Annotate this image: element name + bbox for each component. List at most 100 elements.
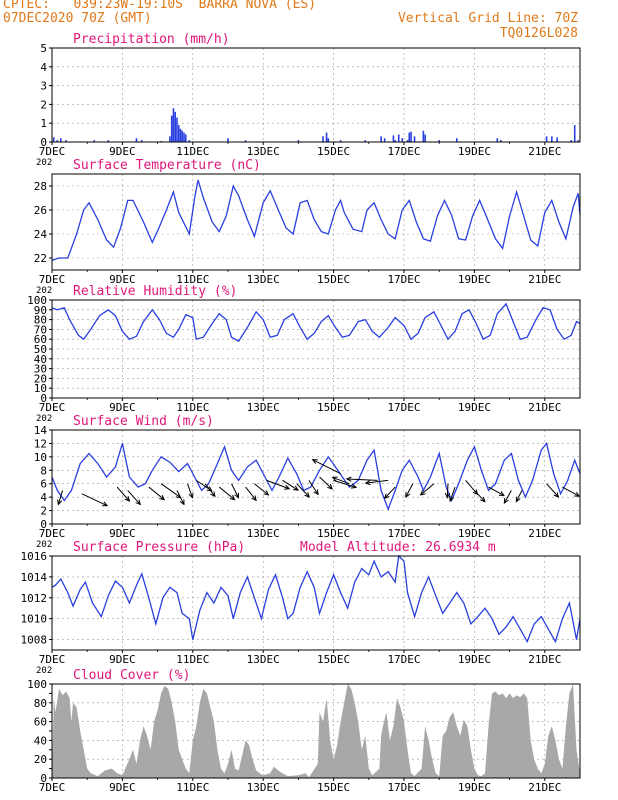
precip-bar [339,140,342,142]
x-tick-label: 15DEC [317,145,350,158]
x-tick-label: 17DEC [387,527,420,540]
panel-title: Precipitation (mm/h) [73,32,230,47]
precip-bar [570,140,572,142]
x-tick-label: 17DEC [387,781,420,794]
x-tick-label: 21DEC [528,527,561,540]
wind-arrow-head [383,493,390,500]
y-tick-label: 1014 [21,571,48,584]
grid-line-note: Vertical Grid Line: 70Z [397,11,578,26]
precip-bar [456,138,458,142]
x-tick-label: 11DEC [176,145,209,158]
y-tick-label: 1012 [21,592,48,605]
precip-bar [577,140,580,142]
wind-arrow [546,483,559,498]
x-tick-label: 15DEC [317,527,350,540]
x-tick-label: 19DEC [458,273,491,286]
precip-bar [172,108,175,142]
year-fragment: 202 [36,414,52,424]
wind-arrow-head [405,492,411,499]
precip-bar [107,140,110,142]
wind-arrow-head [350,483,358,489]
y-tick-label: 100 [27,294,47,307]
precip-bar [188,140,191,142]
y-tick-label: 20 [34,753,47,766]
precip-bar [227,138,229,142]
wind-arrow-head [124,496,131,502]
precip-bar [169,136,171,142]
x-tick-label: 7DEC [39,145,66,158]
model-code: TQ0126L028 [499,26,578,41]
precip-bar [424,134,426,142]
plot-frame [51,47,581,143]
wind-arrow-head [304,492,311,498]
wind-arrow [503,490,512,504]
wind-arrow [308,480,319,495]
x-tick-label: 15DEC [317,401,350,414]
y-tick-label: 12 [34,437,47,450]
precip-bar [545,136,548,142]
wind-arrow [116,486,130,502]
wind-arrow [474,490,486,502]
x-tick-label: 19DEC [458,145,491,158]
x-tick-label: 19DEC [458,527,491,540]
x-tick-label: 15DEC [317,653,350,666]
x-tick-label: 9DEC [109,273,136,286]
panel-title: Surface Wind (m/s) [73,414,214,429]
y-tick-label: 90 [34,304,47,317]
wind-arrow [296,483,310,498]
y-tick-label: 0 [40,772,47,785]
wind-arrow [231,483,239,498]
x-tick-label: 9DEC [109,145,136,158]
x-tick-label: 19DEC [458,781,491,794]
x-tick-label: 15DEC [317,273,350,286]
x-tick-label: 13DEC [247,145,280,158]
precip-bar [322,136,324,142]
precip-bar [408,132,411,142]
x-tick-label: 17DEC [387,653,420,666]
precip-bar [401,138,404,142]
y-tick-label: 10 [34,451,47,464]
wind-arrow [319,476,333,490]
y-tick-label: 50 [34,343,47,356]
run-timestamp: 07DEC2020 70Z (GMT) [3,11,152,26]
y-tick-label: 24 [34,228,48,241]
y-tick-label: 0 [40,518,47,531]
temp-line [51,179,581,262]
wind-arrow-head [419,490,426,496]
precip-bar [380,136,382,142]
y-tick-label: 100 [27,678,47,691]
precip-bar [397,134,400,142]
year-fragment: 202 [36,540,52,550]
precip-bar [184,134,187,142]
y-tick-label: 22 [34,252,47,265]
precip-bar [556,137,558,142]
y-tick-label: 1 [40,117,47,130]
precip-bar [394,140,396,142]
wind-arrow [245,486,257,501]
wind-arrow [254,483,269,496]
precip-bar [181,130,184,142]
x-tick-label: 7DEC [39,401,66,414]
precip-bar [325,132,328,142]
y-tick-label: 1010 [21,613,48,626]
x-tick-label: 7DEC [39,781,66,794]
precip-bar [174,111,176,142]
x-tick-label: 13DEC [247,653,280,666]
wind-arrow-head [503,498,509,505]
x-tick-label: 17DEC [387,273,420,286]
precip-bar [179,128,182,142]
precip-bar [327,138,330,142]
x-tick-label: 11DEC [176,653,209,666]
plot-frame [51,429,581,525]
precip-bar [176,117,178,142]
x-tick-label: 9DEC [109,653,136,666]
wind-arrow [333,479,357,488]
x-tick-label: 7DEC [39,273,66,286]
wind-arrow-head [210,491,216,498]
wind-arrow [176,490,185,505]
y-tick-label: 0 [40,392,47,405]
wind-arrow-head [102,501,109,507]
panel-pressure: 1008 1010 1012 1014 1016 7DEC 9DEC 11DEC 13DEC 15… [21,540,581,676]
